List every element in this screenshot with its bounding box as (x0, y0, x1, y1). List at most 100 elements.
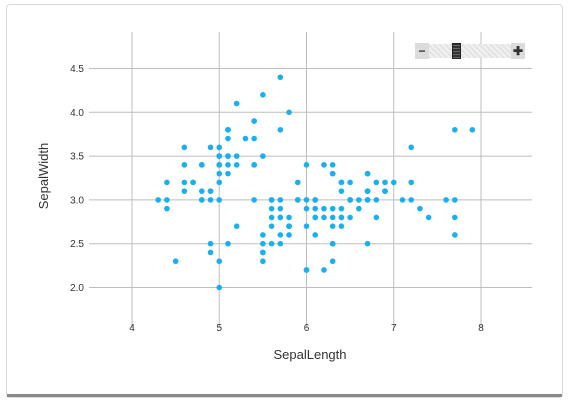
data-point (356, 205, 362, 212)
data-point (260, 240, 266, 247)
data-point (268, 214, 275, 221)
zoom-slider[interactable]: − ✚ (415, 43, 525, 59)
data-point (373, 197, 380, 203)
data-point (364, 170, 371, 177)
data-point (277, 197, 284, 203)
chart-card (6, 4, 563, 398)
data-point (338, 179, 345, 186)
data-point (452, 127, 458, 133)
data-point (294, 179, 301, 186)
data-point (286, 109, 292, 116)
data-point (321, 267, 327, 273)
data-point (286, 223, 292, 229)
x-axis-title: SepalLength (273, 347, 346, 362)
data-point (233, 100, 240, 107)
data-point (364, 240, 371, 247)
data-point (286, 232, 292, 238)
y-axis-title: SepalWidth (36, 143, 51, 209)
data-point (233, 223, 240, 229)
data-point (356, 197, 362, 203)
data-point (303, 197, 310, 203)
data-point (216, 197, 223, 203)
data-point (251, 118, 257, 124)
data-point (260, 258, 266, 265)
data-point (268, 240, 275, 247)
data-point (225, 240, 231, 247)
data-point (260, 153, 266, 159)
data-point (216, 162, 223, 168)
data-point (216, 284, 223, 291)
data-point (329, 240, 336, 247)
y-tick-label: 2.0 (70, 283, 84, 294)
data-point (207, 240, 214, 247)
data-point (199, 197, 205, 203)
data-point (321, 205, 327, 212)
data-point (452, 232, 458, 238)
data-point (321, 162, 327, 168)
data-point (303, 205, 310, 212)
y-tick-label: 2.5 (70, 239, 84, 250)
data-point (277, 240, 284, 247)
data-point (216, 153, 223, 159)
zoom-track[interactable] (429, 44, 511, 58)
x-tick-label: 7 (391, 323, 397, 334)
data-point (312, 214, 319, 221)
data-point (251, 162, 257, 168)
data-point (338, 205, 345, 212)
data-point (382, 179, 388, 186)
y-tick-label: 4.5 (70, 64, 84, 75)
data-point (347, 197, 353, 203)
data-point (277, 205, 284, 212)
y-tick-labels: 2.0 2.5 3.0 3.5 4.0 4.5 (70, 64, 84, 294)
data-point (155, 197, 161, 203)
data-point (268, 223, 275, 229)
data-point (364, 197, 371, 203)
data-point (199, 162, 205, 168)
x-tick-label: 4 (129, 323, 135, 334)
data-point (469, 127, 476, 133)
x-tick-label: 6 (304, 323, 310, 334)
data-point (338, 188, 345, 194)
data-point (207, 197, 214, 203)
data-point (268, 197, 275, 203)
data-point (390, 179, 397, 186)
grid-lines (89, 32, 532, 328)
y-tick-label: 4.0 (70, 108, 84, 119)
data-point (303, 223, 310, 229)
card-bottom-border (7, 394, 562, 397)
data-point (181, 144, 188, 151)
data-point (277, 127, 284, 133)
data-point (207, 249, 214, 256)
data-point (181, 188, 188, 194)
y-tick-label: 3.5 (70, 152, 84, 163)
data-point (329, 258, 336, 265)
data-point (286, 214, 292, 221)
data-point (312, 232, 319, 238)
data-point (277, 74, 284, 81)
data-point (408, 179, 415, 186)
zoom-in-button[interactable]: ✚ (511, 43, 525, 59)
data-point (321, 214, 327, 221)
data-point (347, 214, 353, 221)
data-point (399, 197, 406, 203)
data-point (408, 144, 415, 151)
data-point (233, 162, 240, 168)
data-point (303, 162, 310, 168)
data-point (172, 258, 179, 265)
data-point (225, 127, 231, 133)
data-point (225, 170, 231, 177)
data-point (233, 153, 240, 159)
zoom-out-button[interactable]: − (415, 43, 429, 59)
data-point (260, 249, 266, 256)
data-points (155, 74, 476, 291)
data-point (164, 179, 170, 186)
zoom-handle[interactable] (452, 43, 461, 59)
data-point (425, 214, 432, 221)
data-point (443, 197, 449, 203)
data-point (294, 197, 301, 203)
data-point (164, 197, 170, 203)
data-point (408, 197, 415, 203)
y-tick-label: 3.0 (70, 195, 84, 206)
data-point (373, 214, 380, 221)
